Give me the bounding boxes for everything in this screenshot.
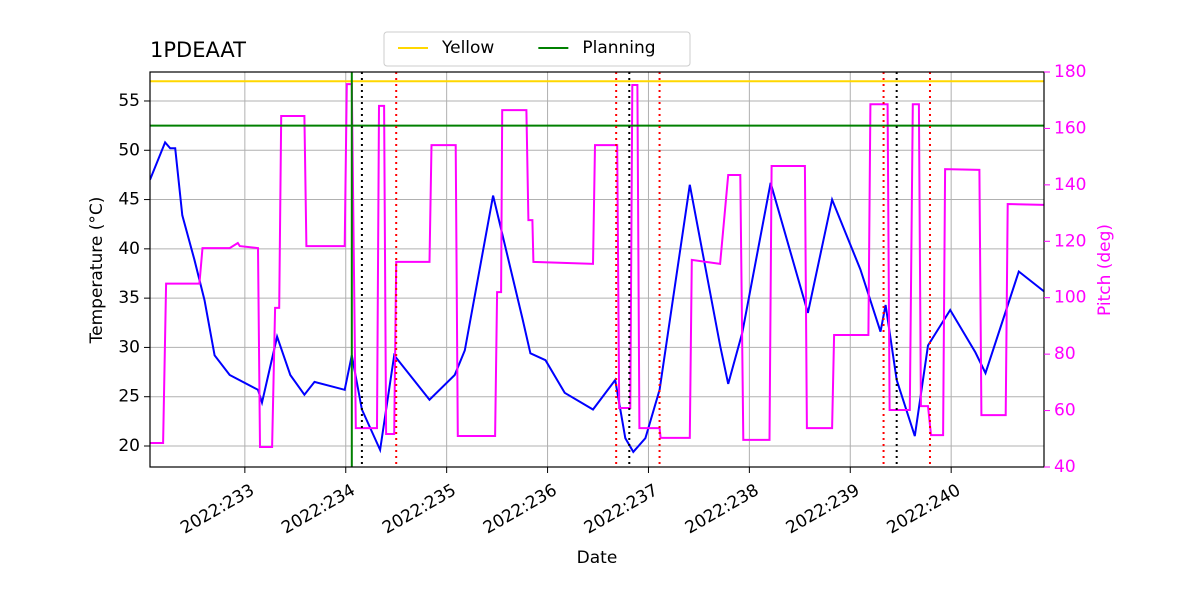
legend: Yellow Planning [383,31,691,67]
grid [150,72,1044,467]
y2-tick-label: 160 [1054,118,1086,138]
y2-tick-label: 60 [1054,401,1076,421]
y2-tick-label: 180 [1054,62,1086,82]
y-tick-label: 20 [118,436,140,456]
x-axis-label: Date [577,548,618,568]
y-tick-label: 45 [118,190,140,210]
plot-frame [149,71,1045,468]
y-tick-label: 40 [118,239,140,259]
y2-tick-label: 140 [1054,175,1086,195]
y-tick-label: 35 [118,288,140,308]
y-tick-label: 55 [118,91,140,111]
plot-area [150,72,1044,467]
y2-tick-label: 80 [1054,344,1076,364]
legend-label: Planning [582,38,655,58]
y-tick-label: 30 [118,337,140,357]
y2-tick-label: 120 [1054,231,1086,251]
y-tick-label: 50 [118,140,140,160]
y-tick-label: 25 [118,387,140,407]
legend-box [383,31,691,67]
y2-tick-label: 40 [1054,457,1076,477]
y2-tick-label: 100 [1054,288,1086,308]
y-axis-label: Temperature (°C) [87,197,107,345]
y2-axis-label: Pitch (deg) [1095,224,1115,316]
legend-label: Yellow [441,38,494,58]
chart-title: 1PDEAAT [150,38,246,62]
